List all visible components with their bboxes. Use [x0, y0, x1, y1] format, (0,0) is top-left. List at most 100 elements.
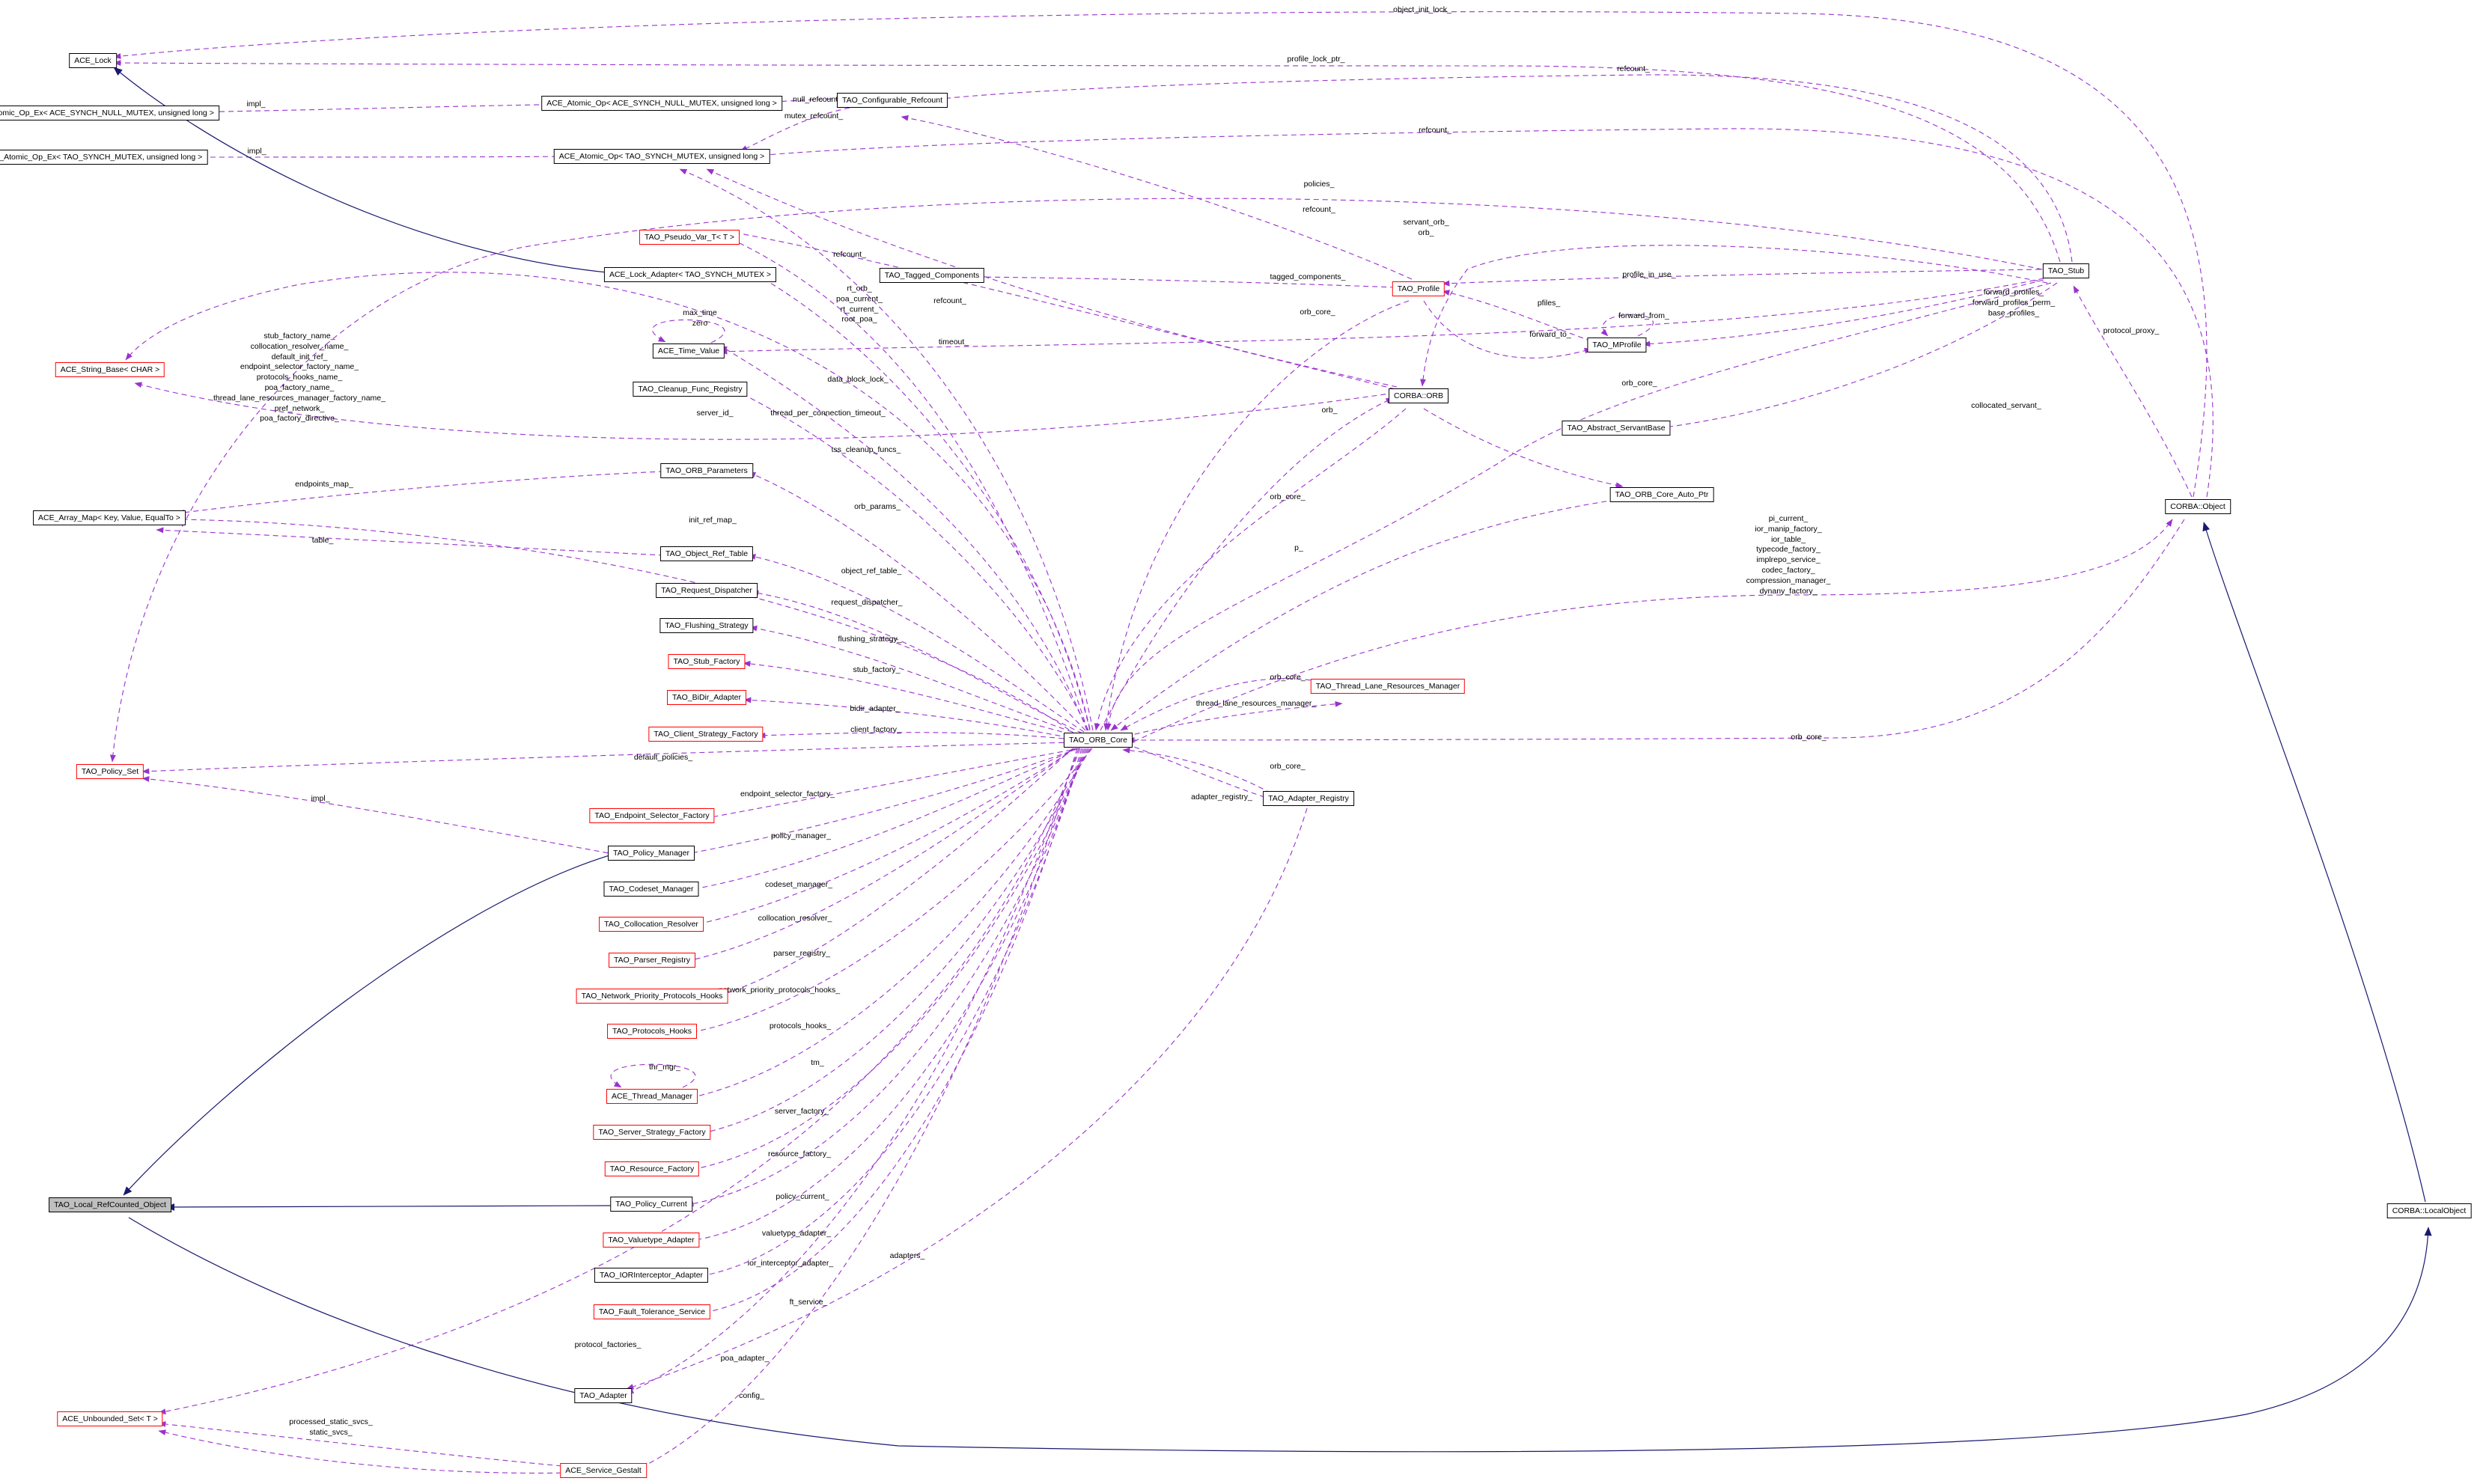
edge-label-endpoint-selector-factory: endpoint_selector_factory_: [740, 790, 835, 799]
node-tao-fault-tolerance-service[interactable]: TAO_Fault_Tolerance_Service: [593, 1304, 711, 1319]
node-tao-stub-factory[interactable]: TAO_Stub_Factory: [668, 654, 746, 669]
edge-label-bidir-adapter: bidir_adapter_: [850, 704, 901, 714]
node-tao-thread-lane-resources-manager[interactable]: TAO_Thread_Lane_Resources_Manager: [1310, 679, 1466, 694]
node-ace-atomic-op-null[interactable]: ACE_Atomic_Op< ACE_SYNCH_NULL_MUTEX, uns…: [541, 96, 782, 111]
node-tao-adapter[interactable]: TAO_Adapter: [574, 1388, 633, 1403]
edge-server-factory: [699, 748, 1090, 1135]
node-tao-orb-parameters[interactable]: TAO_ORB_Parameters: [660, 463, 753, 478]
node-tao-abstract-servantbase[interactable]: TAO_Abstract_ServantBase: [1562, 421, 1671, 436]
node-ace-service-gestalt[interactable]: ACE_Service_Gestalt: [560, 1463, 647, 1478]
node-ace-thread-manager[interactable]: ACE_Thread_Manager: [606, 1089, 698, 1104]
node-label: TAO_Flushing_Strategy: [665, 621, 749, 630]
edge-orb: [1100, 397, 1394, 731]
node-tao-codeset-manager[interactable]: TAO_Codeset_Manager: [603, 882, 699, 897]
edge-label-thread-per-connection-timeout: thread_per_connection_timeout_: [770, 409, 886, 418]
edge-label-adapter-registry: adapter_registry_: [1191, 793, 1252, 802]
edge-protocol-factories: [158, 748, 1081, 1415]
node-label: CORBA::LocalObject: [2392, 1206, 2467, 1215]
node-label: TAO_Pseudo_Var_T< T >: [644, 233, 735, 242]
node-tao-cleanup-func-registry[interactable]: TAO_Cleanup_Func_Registry: [633, 382, 748, 397]
edge-collocation-resolver: [693, 748, 1076, 926]
node-ace-array-map[interactable]: ACE_Array_Map< Key, Value, EqualTo >: [33, 510, 186, 525]
edge-valuetype-adapter: [690, 748, 1085, 1243]
node-label: TAO_Network_Priority_Protocols_Hooks: [581, 992, 723, 1001]
node-tao-configurable-refcount[interactable]: TAO_Configurable_Refcount: [836, 93, 948, 108]
edge-label-string-bundle: stub_factory_name_ collocation_resolver_…: [213, 331, 386, 424]
node-label: TAO_Request_Dispatcher: [661, 586, 752, 595]
node-label: ACE_Thread_Manager: [612, 1092, 692, 1101]
node-label: TAO_Client_Strategy_Factory: [654, 730, 758, 739]
node-tao-request-dispatcher[interactable]: TAO_Request_Dispatcher: [656, 583, 758, 598]
node-ace-unbounded-set[interactable]: ACE_Unbounded_Set< T >: [57, 1411, 163, 1426]
edge-label-ft-service: ft_service_: [789, 1298, 828, 1307]
node-tao-bidir-adapter[interactable]: TAO_BiDir_Adapter: [666, 690, 747, 705]
node-ace-time-value[interactable]: ACE_Time_Value: [652, 343, 725, 358]
node-corba-localobject[interactable]: CORBA::LocalObject: [2386, 1203, 2472, 1218]
edge-label-object-ref-table: object_ref_table_: [841, 567, 902, 576]
edge-orb-core-stub: [1105, 282, 2052, 731]
node-tao-orb-core[interactable]: TAO_ORB_Core: [1064, 733, 1133, 748]
node-corba-orb[interactable]: CORBA::ORB: [1389, 388, 1448, 403]
node-label: ACE_String_Base< CHAR >: [60, 365, 160, 374]
node-tao-mprofile[interactable]: TAO_MProfile: [1587, 338, 1647, 352]
node-ace-string-base[interactable]: ACE_String_Base< CHAR >: [55, 362, 165, 377]
edge-max-time-loop: [652, 319, 725, 343]
node-tao-adapter-registry[interactable]: TAO_Adapter_Registry: [1263, 791, 1354, 806]
node-tao-policy-set[interactable]: TAO_Policy_Set: [76, 764, 144, 779]
edge-servant-orb: [1420, 245, 2048, 387]
node-label: TAO_Protocols_Hooks: [612, 1027, 692, 1036]
edge-label-protocol-factories: protocol_factories_: [574, 1340, 642, 1350]
edge-inherit-policy-current-tlro: [165, 1203, 618, 1212]
edge-refcount-orb-atomic: [706, 168, 1398, 388]
node-tao-server-strategy-factory[interactable]: TAO_Server_Strategy_Factory: [593, 1125, 711, 1140]
node-tao-parser-registry[interactable]: TAO_Parser_Registry: [609, 953, 695, 968]
node-label: TAO_Stub: [2047, 266, 2085, 275]
edge-data-block-lock: [757, 275, 1091, 731]
edge-parser-registry: [687, 748, 1075, 962]
node-label: ACE_Lock: [74, 56, 112, 65]
node-label: TAO_Endpoint_Selector_Factory: [594, 811, 710, 820]
edge-label-poa-adapter: poa_adapter_: [720, 1354, 770, 1364]
node-label: ACE_Unbounded_Set< T >: [62, 1414, 158, 1423]
node-tao-profile[interactable]: TAO_Profile: [1392, 281, 1445, 296]
edge-thr-mgr-loop: [610, 1063, 696, 1088]
node-ace-lock[interactable]: ACE_Lock: [69, 53, 117, 68]
node-tao-stub[interactable]: TAO_Stub: [2042, 263, 2090, 278]
node-tao-flushing-strategy[interactable]: TAO_Flushing_Strategy: [659, 618, 754, 633]
node-tao-protocols-hooks[interactable]: TAO_Protocols_Hooks: [606, 1024, 698, 1039]
edge-forward-to: [1423, 300, 1592, 358]
node-tao-resource-factory[interactable]: TAO_Resource_Factory: [604, 1161, 700, 1176]
edge-client-factory: [758, 732, 1073, 740]
node-tao-policy-manager[interactable]: TAO_Policy_Manager: [608, 846, 695, 861]
edge-label-refcount-object: refcount_: [1419, 126, 1451, 135]
edge-default-policies: [141, 742, 1073, 775]
node-tao-pseudo-var-t[interactable]: TAO_Pseudo_Var_T< T >: [639, 230, 740, 245]
node-label: TAO_ORB_Core_Auto_Ptr: [1615, 490, 1709, 499]
node-tao-endpoint-selector-factory[interactable]: TAO_Endpoint_Selector_Factory: [589, 808, 715, 823]
node-tao-client-strategy-factory[interactable]: TAO_Client_Strategy_Factory: [648, 727, 764, 742]
edge-label-refcount-core: refcount_: [833, 250, 866, 260]
node-label: TAO_Adapter: [579, 1391, 627, 1400]
edge-label-collocation-resolver: collocation_resolver_: [758, 914, 832, 923]
node-tao-object-ref-table[interactable]: TAO_Object_Ref_Table: [659, 546, 754, 561]
node-tao-valuetype-adapter[interactable]: TAO_Valuetype_Adapter: [603, 1233, 700, 1248]
node-corba-object[interactable]: CORBA::Object: [2165, 499, 2231, 514]
node-tao-local-refcounted-object[interactable]: TAO_Local_RefCounted_Object: [49, 1197, 171, 1212]
node-ace-atomic-op-ex-null[interactable]: ACE_Atomic_Op_Ex< ACE_SYNCH_NULL_MUTEX, …: [0, 106, 219, 120]
edge-label-null-refcount: null_refcount_: [793, 95, 842, 105]
edge-config: [636, 748, 1078, 1471]
node-ace-lock-adapter[interactable]: ACE_Lock_Adapter< TAO_SYNCH_MUTEX >: [603, 267, 777, 282]
node-tao-collocation-resolver[interactable]: TAO_Collocation_Resolver: [599, 917, 704, 932]
edge-table: [156, 527, 665, 556]
node-tao-iorinterceptor-adapter[interactable]: TAO_IORInterceptor_Adapter: [594, 1268, 709, 1283]
node-tao-orb-core-auto-ptr[interactable]: TAO_ORB_Core_Auto_Ptr: [1609, 487, 1714, 502]
node-ace-atomic-op-tao[interactable]: ACE_Atomic_Op< TAO_SYNCH_MUTEX, unsigned…: [553, 149, 770, 164]
node-tao-network-priority-protocols-hooks[interactable]: TAO_Network_Priority_Protocols_Hooks: [576, 989, 728, 1004]
node-label: ACE_Atomic_Op_Ex< ACE_SYNCH_NULL_MUTEX, …: [0, 109, 214, 117]
edge-impl-tao: [175, 154, 585, 160]
edge-label-stub-factory: stub_factory_: [853, 665, 901, 675]
node-tao-policy-current[interactable]: TAO_Policy_Current: [610, 1197, 692, 1212]
node-ace-atomic-op-ex-tao[interactable]: ACE_Atomic_Op_Ex< TAO_SYNCH_MUTEX, unsig…: [0, 150, 208, 165]
node-tao-tagged-components[interactable]: TAO_Tagged_Components: [879, 268, 985, 283]
edge-poa-adapter: [626, 748, 1079, 1394]
